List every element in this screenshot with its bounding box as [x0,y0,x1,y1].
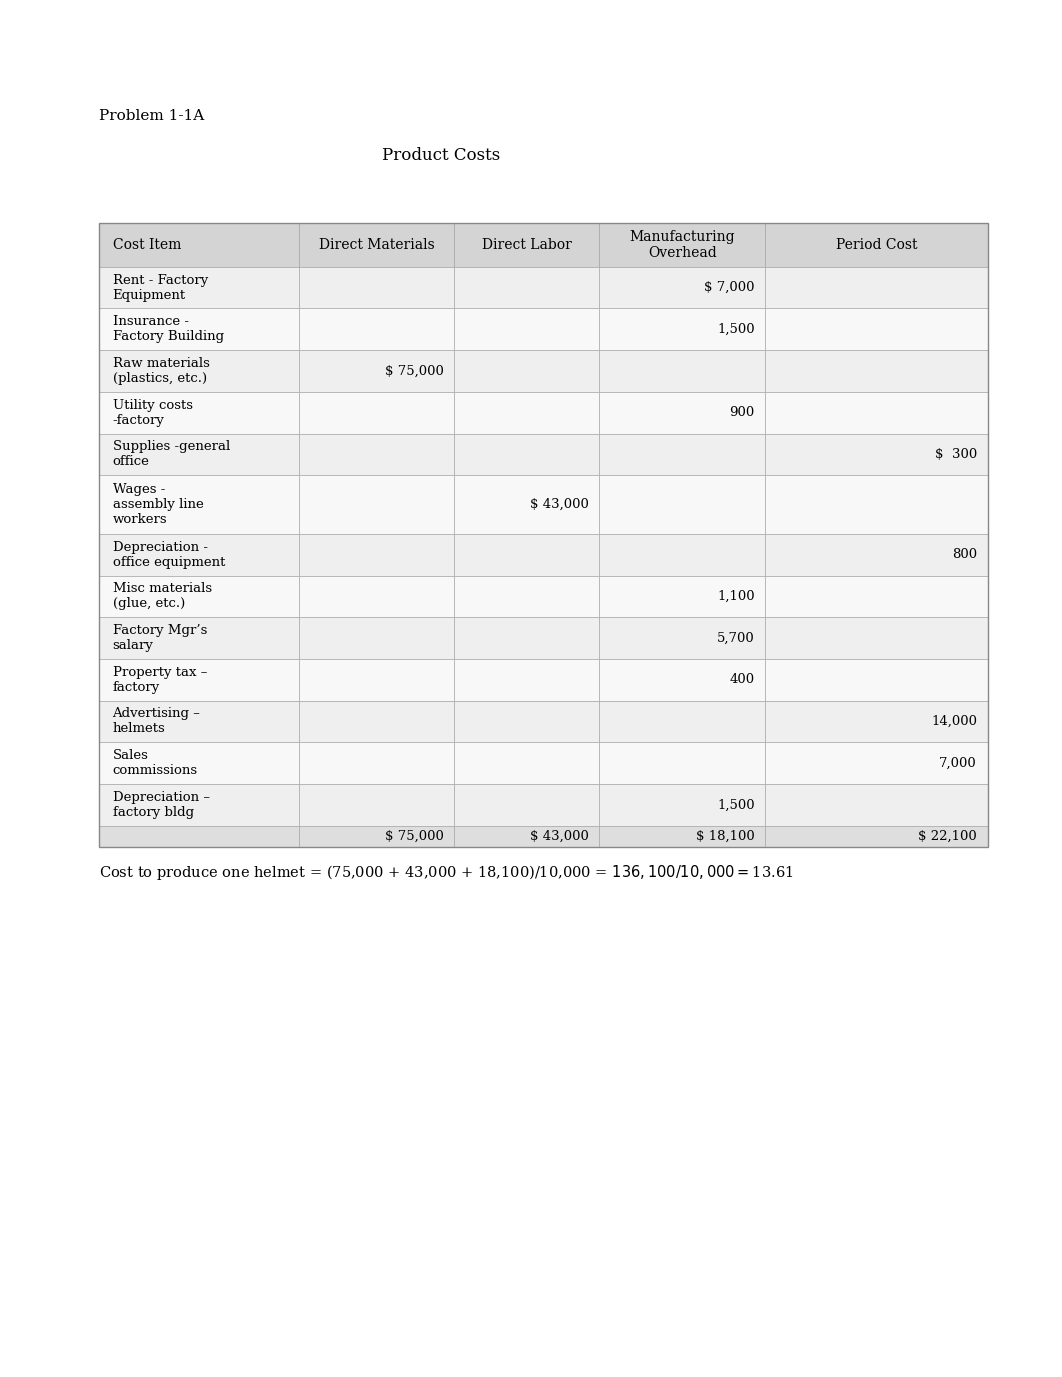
Text: 1,500: 1,500 [717,799,755,811]
Text: $ 7,000: $ 7,000 [704,281,755,295]
Text: $ 75,000: $ 75,000 [384,830,444,843]
Text: 800: 800 [952,548,977,562]
Text: $ 18,100: $ 18,100 [696,830,755,843]
Text: Insurance -
Factory Building: Insurance - Factory Building [113,315,224,343]
Text: Depreciation –
factory bldg: Depreciation – factory bldg [113,790,209,819]
Text: 1,100: 1,100 [717,589,755,603]
Text: Raw materials
(plastics, etc.): Raw materials (plastics, etc.) [113,357,209,386]
Text: 7,000: 7,000 [939,756,977,770]
Text: Manufacturing
Overhead: Manufacturing Overhead [630,230,735,260]
Text: Supplies -general
office: Supplies -general office [113,441,229,468]
Text: Cost Item: Cost Item [113,238,181,252]
Text: 1,500: 1,500 [717,322,755,336]
Text: Misc materials
(glue, etc.): Misc materials (glue, etc.) [113,582,211,610]
Text: Problem 1-1A: Problem 1-1A [99,109,204,123]
Text: Direct Materials: Direct Materials [319,238,434,252]
Text: 5,700: 5,700 [717,632,755,644]
Text: Product Costs: Product Costs [381,147,500,164]
Text: Depreciation -
office equipment: Depreciation - office equipment [113,541,225,569]
Text: Period Cost: Period Cost [836,238,918,252]
Text: $ 75,000: $ 75,000 [384,365,444,377]
Text: 14,000: 14,000 [931,715,977,728]
Text: Advertising –
helmets: Advertising – helmets [113,708,201,735]
Text: Property tax –
factory: Property tax – factory [113,665,207,694]
Text: Wages -
assembly line
workers: Wages - assembly line workers [113,483,203,526]
Text: $  300: $ 300 [935,448,977,461]
Text: Sales
commissions: Sales commissions [113,749,198,777]
Text: Cost to produce one helmet = (75,000 + 43,000 + 18,100)/10,000 = $136,100/10,000: Cost to produce one helmet = (75,000 + 4… [99,863,793,883]
Text: $ 22,100: $ 22,100 [919,830,977,843]
Text: $ 43,000: $ 43,000 [530,498,588,511]
Text: Rent - Factory
Equipment: Rent - Factory Equipment [113,274,208,302]
Text: $ 43,000: $ 43,000 [530,830,588,843]
Text: Factory Mgr’s
salary: Factory Mgr’s salary [113,624,207,653]
Text: 900: 900 [730,406,755,419]
Text: Direct Labor: Direct Labor [482,238,571,252]
Text: Utility costs
-factory: Utility costs -factory [113,399,192,427]
Text: 400: 400 [730,673,755,686]
